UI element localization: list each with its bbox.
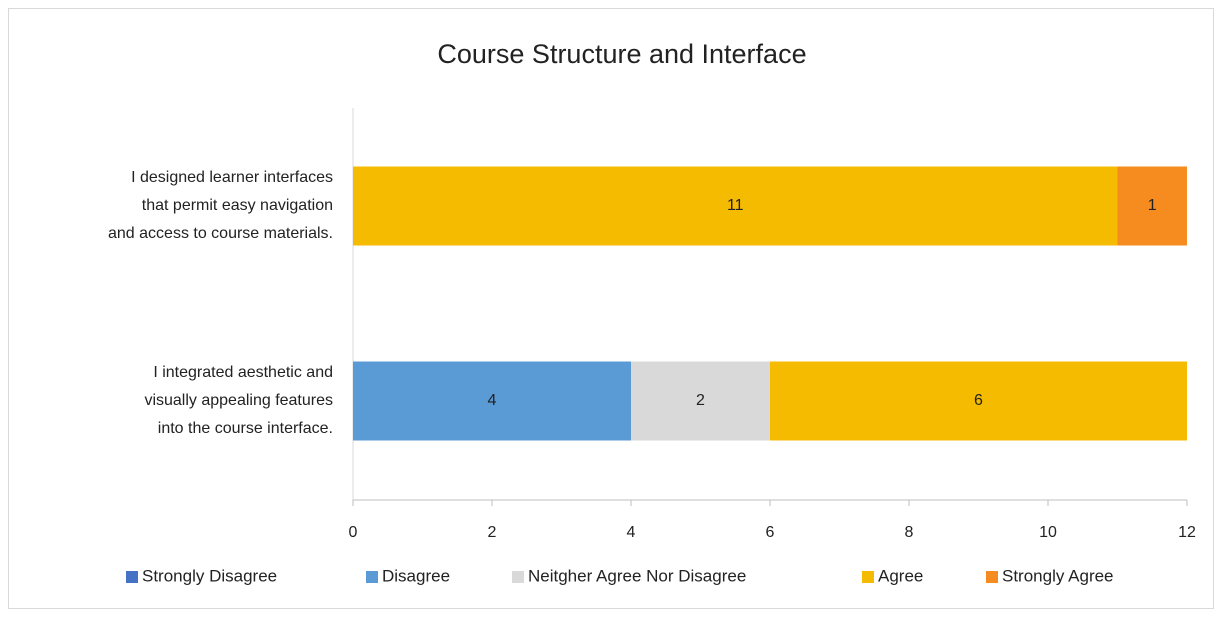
category-label: I designed learner interfaces xyxy=(131,169,333,186)
legend-label: Disagree xyxy=(382,566,450,585)
legend-label: Agree xyxy=(878,566,923,585)
category-label: that permit easy navigation xyxy=(142,197,333,214)
category-label: I integrated aesthetic and xyxy=(153,364,333,381)
category-label: visually appealing features xyxy=(144,392,333,409)
bar-segment xyxy=(1117,166,1187,246)
data-label: 6 xyxy=(974,392,983,409)
x-tick-label: 12 xyxy=(1178,524,1196,541)
bar-segment xyxy=(631,361,770,441)
bar-segment xyxy=(770,361,1187,441)
category-label: into the course interface. xyxy=(158,420,333,437)
x-tick-label: 8 xyxy=(905,524,914,541)
legend-swatch xyxy=(512,571,524,583)
legend-swatch xyxy=(366,571,378,583)
data-label: 2 xyxy=(696,392,705,409)
legend-label: Strongly Agree xyxy=(1002,566,1114,585)
data-label: 4 xyxy=(488,392,497,409)
x-tick-label: 2 xyxy=(488,524,497,541)
category-label: and access to course materials. xyxy=(108,225,333,242)
legend-swatch xyxy=(986,571,998,583)
x-tick-label: 4 xyxy=(627,524,636,541)
data-label: 11 xyxy=(727,197,744,214)
data-label: 1 xyxy=(1148,197,1157,214)
x-tick-label: 10 xyxy=(1039,524,1057,541)
legend-swatch xyxy=(862,571,874,583)
legend-swatch xyxy=(126,571,138,583)
x-tick-label: 0 xyxy=(349,524,358,541)
x-tick-label: 6 xyxy=(766,524,775,541)
legend-label: Neitgher Agree Nor Disagree xyxy=(528,566,746,585)
chart-title: Course Structure and Interface xyxy=(437,39,806,69)
bar-segment xyxy=(353,361,631,441)
legend-label: Strongly Disagree xyxy=(142,566,277,585)
chart-border xyxy=(8,8,1214,609)
bar-segment xyxy=(353,166,1118,246)
